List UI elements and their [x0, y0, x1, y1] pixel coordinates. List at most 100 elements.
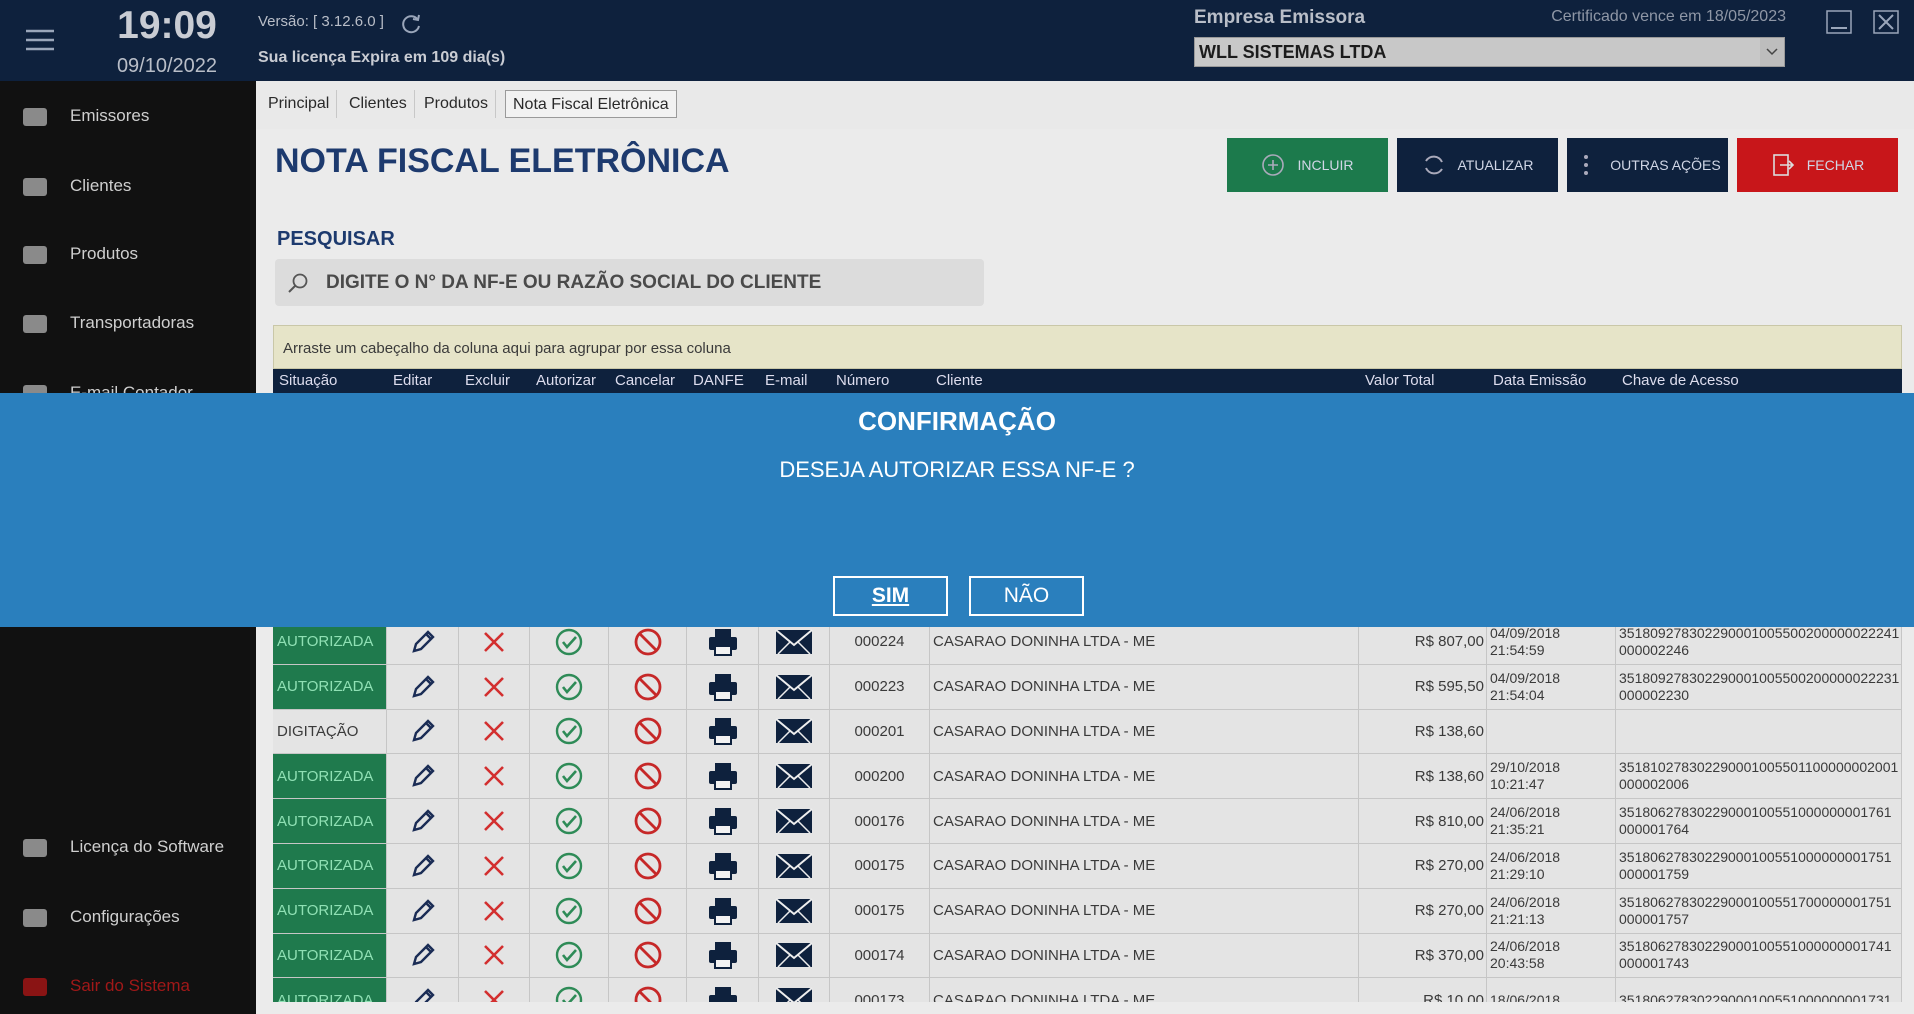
column-header[interactable]: Chave de Acesso — [1622, 372, 1739, 389]
menu-button[interactable] — [26, 29, 54, 51]
table-cell: 000201 — [830, 709, 930, 755]
row-action-icon[interactable] — [549, 984, 589, 1002]
row-action-icon[interactable] — [774, 671, 814, 703]
row-action-icon[interactable] — [774, 850, 814, 882]
row-action-icon[interactable] — [774, 805, 814, 837]
column-header[interactable]: Cliente — [936, 372, 983, 389]
column-header[interactable]: DANFE — [693, 372, 744, 389]
button-label: OUTRAS AÇÕES — [1610, 157, 1721, 173]
row-action-icon[interactable] — [628, 760, 668, 792]
table-cell — [387, 888, 459, 934]
sidebar-item[interactable]: Emissores — [70, 106, 150, 125]
sidebar-item[interactable]: Clientes — [70, 176, 132, 195]
row-action-icon[interactable] — [549, 626, 589, 658]
row-action-icon[interactable] — [474, 805, 514, 837]
yes-button[interactable]: SIM — [833, 576, 948, 616]
row-action-icon[interactable] — [703, 626, 743, 658]
search-box[interactable]: DIGITE O N° DA NF-E OU RAZÃO SOCIAL DO C… — [275, 259, 984, 306]
minimize-button[interactable] — [1826, 10, 1852, 34]
close-window-button[interactable] — [1873, 10, 1899, 34]
row-action-icon[interactable] — [628, 895, 668, 927]
column-header[interactable]: Autorizar — [536, 372, 597, 389]
row-action-icon[interactable] — [549, 671, 589, 703]
sidebar-item[interactable]: Configurações — [70, 907, 180, 926]
row-action-icon[interactable] — [549, 939, 589, 971]
sidebar-item[interactable]: Sair do Sistema — [70, 976, 190, 995]
row-action-icon[interactable] — [774, 715, 814, 747]
row-action-icon[interactable] — [474, 895, 514, 927]
column-header[interactable]: E-mail — [765, 372, 808, 389]
sidebar-item[interactable]: Produtos — [70, 244, 139, 263]
tab[interactable]: Nota Fiscal Eletrônica — [505, 90, 677, 118]
row-action-icon[interactable] — [628, 671, 668, 703]
table-cell — [687, 888, 759, 934]
row-action-icon[interactable] — [703, 850, 743, 882]
row-action-icon[interactable] — [703, 939, 743, 971]
table-cell — [687, 709, 759, 755]
action-button[interactable]: FECHAR — [1737, 138, 1898, 192]
row-action-icon[interactable] — [474, 671, 514, 703]
row-action-icon[interactable] — [474, 850, 514, 882]
row-action-icon[interactable] — [549, 715, 589, 747]
table-cell — [387, 754, 459, 800]
action-button[interactable]: INCLUIR — [1227, 138, 1388, 192]
table-cell — [1616, 709, 1902, 755]
row-action-icon[interactable] — [774, 626, 814, 658]
column-header[interactable]: Data Emissão — [1493, 372, 1587, 389]
action-button[interactable]: OUTRAS AÇÕES — [1567, 138, 1728, 192]
icon-shape — [23, 108, 47, 126]
row-action-icon[interactable] — [403, 671, 443, 703]
row-action-icon[interactable] — [774, 939, 814, 971]
table-cell — [459, 754, 530, 800]
sidebar-item[interactable]: Licença do Software — [70, 837, 225, 856]
tab[interactable]: Clientes — [342, 90, 415, 118]
row-action-icon[interactable] — [474, 626, 514, 658]
column-header[interactable]: Valor Total — [1365, 372, 1435, 389]
row-action-icon[interactable] — [628, 626, 668, 658]
table-cell: 35180627830229000100551000000001731 — [1616, 978, 1902, 1002]
row-action-icon[interactable] — [703, 671, 743, 703]
column-header[interactable]: Cancelar — [615, 372, 676, 389]
column-header[interactable]: Excluir — [465, 372, 511, 389]
row-action-icon[interactable] — [403, 984, 443, 1002]
row-action-icon[interactable] — [403, 626, 443, 658]
sidebar-item[interactable]: Transportadoras — [70, 313, 195, 332]
row-action-icon[interactable] — [474, 760, 514, 792]
row-action-icon[interactable] — [474, 939, 514, 971]
column-header[interactable]: Número — [836, 372, 890, 389]
row-action-icon[interactable] — [549, 805, 589, 837]
column-header[interactable]: Editar — [393, 372, 433, 389]
row-action-icon[interactable] — [403, 805, 443, 837]
no-button[interactable]: NÃO — [969, 576, 1084, 616]
row-action-icon[interactable] — [549, 850, 589, 882]
row-action-icon[interactable] — [403, 895, 443, 927]
company-select[interactable]: WLL SISTEMAS LTDA — [1194, 37, 1785, 67]
row-action-icon[interactable] — [703, 895, 743, 927]
row-action-icon[interactable] — [703, 715, 743, 747]
row-action-icon[interactable] — [774, 895, 814, 927]
row-action-icon[interactable] — [549, 895, 589, 927]
column-header[interactable]: Situação — [279, 372, 338, 389]
row-action-icon[interactable] — [628, 715, 668, 747]
row-action-icon[interactable] — [474, 715, 514, 747]
row-action-icon[interactable] — [628, 984, 668, 1002]
row-action-icon[interactable] — [403, 715, 443, 747]
row-action-icon[interactable] — [403, 939, 443, 971]
row-action-icon[interactable] — [628, 850, 668, 882]
tab[interactable]: Produtos — [417, 90, 497, 118]
row-action-icon[interactable] — [628, 939, 668, 971]
row-action-icon[interactable] — [703, 760, 743, 792]
row-action-icon[interactable] — [403, 760, 443, 792]
row-action-icon[interactable] — [474, 984, 514, 1002]
row-action-icon[interactable] — [403, 850, 443, 882]
refresh-icon[interactable] — [400, 12, 422, 34]
tab[interactable]: Principal — [261, 90, 338, 118]
row-action-icon[interactable] — [549, 760, 589, 792]
row-action-icon[interactable] — [628, 805, 668, 837]
table-cell: CASARAO DONINHA LTDA - ME — [930, 799, 1359, 844]
action-button[interactable]: ATUALIZAR — [1397, 138, 1558, 192]
row-action-icon[interactable] — [774, 760, 814, 792]
row-action-icon[interactable] — [703, 984, 743, 1002]
row-action-icon[interactable] — [703, 805, 743, 837]
row-action-icon[interactable] — [774, 984, 814, 1002]
